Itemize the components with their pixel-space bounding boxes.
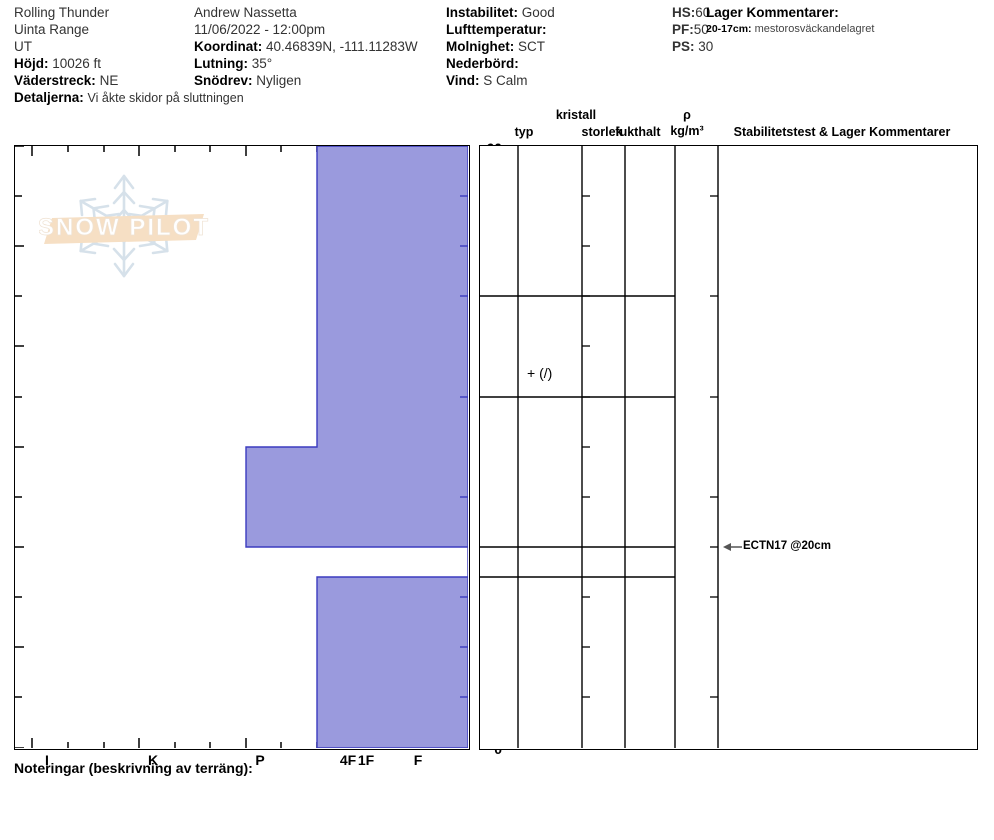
drifting-snow-value: Nyligen — [256, 73, 302, 88]
x-tick-1F: 1F — [357, 752, 375, 768]
slope-angle-value: 35° — [251, 56, 273, 71]
header-observer-column: Andrew Nassetta 11/06/2022 - 12:00pm Koo… — [194, 4, 446, 89]
sky-cover-row: Molnighet: SCT — [446, 38, 618, 55]
grain-table-svg — [480, 146, 742, 748]
terrain-notes-row: Noteringar (beskrivning av terräng): — [14, 760, 253, 776]
sky-cover-label: Molnighet: — [446, 39, 515, 54]
air-temperature-label: Lufttemperatur: — [446, 22, 547, 37]
sky-cover-value: SCT — [518, 39, 545, 54]
site-name: Rolling Thunder — [14, 5, 110, 20]
ps-row: PS: 30 — [672, 38, 713, 55]
header-conditions-column: Instabilitet: Good Lufttemperatur: Molni… — [446, 4, 618, 89]
x-tick-I: I — [45, 752, 49, 768]
aspect-value: NE — [99, 73, 119, 88]
drifting-snow-row: Snödrev: Nyligen — [194, 72, 446, 89]
column-header-storlek: storlek — [581, 125, 623, 139]
grain-type-symbol: + (/) — [527, 365, 553, 381]
pf-label: PF: — [672, 22, 694, 37]
precipitation-label: Nederbörd: — [446, 56, 519, 71]
grain-column-depth-ticks — [582, 195, 590, 698]
coordinates-label: Koordinat: — [194, 39, 263, 54]
header-layer-comments-column: Lager Kommentarer: 20-17cm: mestorosväck… — [706, 4, 992, 38]
hardness-profile-svg — [15, 146, 468, 748]
x-tick-4F: 4F — [339, 752, 357, 768]
instability-label: Instabilitet: — [446, 5, 519, 20]
elevation-value: 10026 ft — [52, 56, 102, 71]
coordinates-row: Koordinat: 40.46839N, -111.11283W — [194, 38, 446, 55]
column-header-stability-tests: Stabilitetstest & Lager Kommentarer — [733, 125, 951, 139]
x-axis-hardness-labels: I K P 1F — [14, 752, 470, 774]
air-temperature-row: Lufttemperatur: — [446, 21, 618, 38]
observation-datetime: 11/06/2022 - 12:00pm — [194, 22, 326, 37]
x-tick-P: P — [255, 752, 265, 768]
pf-value: 50 — [693, 22, 709, 37]
y-axis-ticks-right-overlay — [460, 195, 468, 698]
state: UT — [14, 39, 32, 54]
snow-profile-plot: SNOW PILOT — [14, 140, 978, 768]
elevation-row: Höjd: 10026 ft — [14, 55, 194, 72]
terrain-notes-label: Noteringar (beskrivning av terräng): — [14, 760, 253, 776]
layer-comment-text: mestorosväckandelagret — [754, 23, 875, 35]
aspect-label: Väderstreck: — [14, 73, 96, 88]
details-label: Detaljerna: — [14, 90, 84, 105]
column-header-kristall: kristall — [555, 108, 597, 122]
pf-row: PF:50 — [672, 21, 709, 38]
x-tick-F: F — [413, 752, 423, 768]
instability-row: Instabilitet: Good — [446, 4, 618, 21]
wind-value: S Calm — [483, 73, 528, 88]
aspect-row: Väderstreck: NE — [14, 72, 194, 89]
grain-table-layer-lines — [480, 295, 675, 578]
instability-value: Good — [521, 5, 555, 20]
layer-comment-row: 20-17cm: mestorosväckandelagret — [706, 21, 992, 38]
observer-name: Andrew Nassetta — [194, 5, 297, 20]
hs-label: HS: — [672, 5, 696, 20]
ps-label: PS: — [672, 39, 695, 54]
coordinates-value: 40.46839N, -111.11283W — [266, 39, 418, 54]
ps-value: 30 — [698, 39, 714, 54]
profile-header: Rolling Thunder Uinta Range UT Höjd: 100… — [0, 0, 994, 118]
hardness-profile-panel: SNOW PILOT — [14, 145, 470, 750]
header-location-column: Rolling Thunder Uinta Range UT Höjd: 100… — [14, 4, 244, 106]
column-header-typ: typ — [514, 125, 534, 139]
y-axis-ticks-left — [15, 146, 24, 748]
column-header-density-units: kg/m³ — [670, 124, 704, 138]
elevation-label: Höjd: — [14, 56, 49, 71]
details-value: Vi åkte skidor på sluttningen — [87, 91, 244, 105]
stability-test-ectn17: ECTN17 @20cm — [743, 540, 831, 552]
column-header-density-symbol: ρ — [683, 108, 691, 122]
slope-angle-row: Lutning: 35° — [194, 55, 446, 72]
details-row: Detaljerna: Vi åkte skidor på sluttninge… — [14, 89, 434, 106]
wind-row: Vind: S Calm — [446, 72, 618, 89]
layer-comments-title: Lager Kommentarer: — [706, 5, 839, 20]
grain-table-column-headers: kristall typ storlek fukthalt ρ kg/m³ St… — [0, 108, 994, 146]
stability-axis-depth-ticks — [710, 195, 718, 698]
mountain-range: Uinta Range — [14, 22, 90, 37]
ectn-annotation-arrow — [723, 543, 742, 551]
hardness-profile-area — [245, 146, 468, 748]
grain-and-stability-panel: + (/) ECTN17 @20cm — [479, 145, 978, 750]
layer-comment-depth: 20-17cm: — [706, 23, 752, 35]
precipitation-row: Nederbörd: — [446, 55, 618, 72]
header-depth-column: HS:60 PF:50 PS: 30 — [672, 4, 713, 55]
slope-angle-label: Lutning: — [194, 56, 248, 71]
hs-row: HS:60 — [672, 4, 711, 21]
wind-label: Vind: — [446, 73, 480, 88]
drifting-snow-label: Snödrev: — [194, 73, 253, 88]
grain-table-column-lines — [517, 146, 719, 748]
x-tick-K: K — [147, 752, 159, 768]
hs-value: 60 — [695, 5, 711, 20]
column-header-fukthalt: fukthalt — [615, 125, 661, 139]
